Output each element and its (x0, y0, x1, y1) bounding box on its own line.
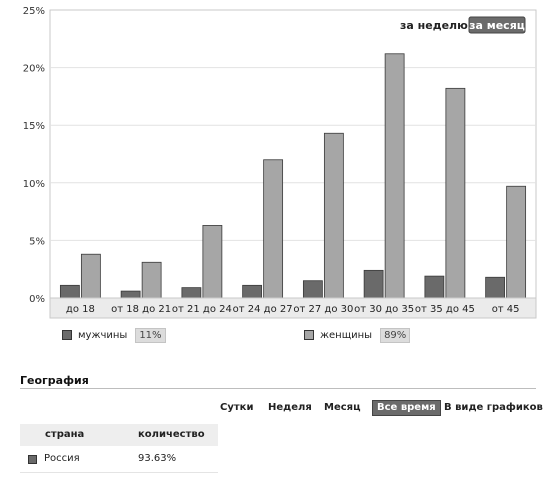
bar-men[interactable] (242, 284, 263, 299)
table-row[interactable]: Россия 93.63% (20, 446, 218, 473)
bar-women[interactable] (323, 132, 344, 299)
y-tick-label: 15% (23, 121, 45, 132)
legend-women[interactable]: женщины 89% (304, 327, 411, 343)
y-tick-label: 25% (23, 6, 45, 17)
period-all-time[interactable]: Все время (372, 400, 441, 416)
age-gender-chart: 0% 5% 10% 15% 20% 25% до 18 от 18 до 21 от 21 д… (23, 6, 537, 319)
bar-men[interactable] (181, 287, 202, 299)
toggle-week[interactable]: за неделю (400, 19, 468, 32)
x-tick-label: до 18 (66, 304, 95, 315)
toggle-month[interactable]: за месяц (469, 19, 525, 32)
x-tick-label: от 35 до 45 (415, 304, 475, 315)
x-tick-label: от 30 до 35 (354, 304, 414, 315)
country-name: Россия (44, 453, 80, 464)
geography-table: страна количество Россия 93.63% (20, 424, 218, 473)
y-tick-label: 10% (23, 179, 45, 190)
bar-men[interactable] (120, 290, 141, 299)
period-nav: Сутки Неделя Месяц Все время В виде граф… (0, 400, 555, 416)
period-month[interactable]: Месяц (324, 402, 361, 413)
legend-men-label: мужчины (78, 329, 128, 341)
x-tick-label: от 18 до 21 (111, 304, 171, 315)
x-tick-label: от 45 (492, 304, 520, 315)
bar-men[interactable] (363, 269, 384, 299)
bar-men[interactable] (302, 280, 323, 299)
geography-title: География (20, 374, 89, 387)
x-tick-label: от 24 до 27 (233, 304, 293, 315)
legend-women-label: женщины (320, 329, 373, 341)
bar-women[interactable] (506, 185, 527, 299)
x-tick-label: от 21 до 24 (172, 304, 232, 315)
geography-divider (20, 388, 536, 389)
header-count: количество (138, 429, 205, 440)
period-day[interactable]: Сутки (220, 402, 254, 413)
bar-women[interactable] (384, 53, 405, 299)
bar-men[interactable] (424, 275, 445, 299)
legend-women-swatch (304, 330, 314, 340)
country-value: 93.63% (138, 453, 177, 464)
bar-men[interactable] (485, 276, 506, 299)
y-tick-label: 20% (23, 64, 45, 75)
country-swatch (28, 455, 37, 464)
bar-men[interactable] (59, 284, 80, 299)
bar-women[interactable] (445, 87, 466, 299)
x-axis-ticks: до 18 от 18 до 21 от 21 до 24 от 24 до 27 от… (66, 304, 520, 315)
toggle-month-bg (468, 16, 526, 34)
legend-men-swatch (62, 330, 72, 340)
bars (59, 53, 527, 299)
legend-men-pct: 11% (135, 327, 166, 343)
header-country: страна (45, 429, 85, 440)
bar-women[interactable] (202, 225, 223, 299)
period-week[interactable]: Неделя (268, 402, 312, 413)
y-axis-ticks: 0% 5% 10% 15% 20% 25% (23, 6, 45, 305)
y-tick-label: 5% (29, 236, 45, 247)
bar-women[interactable] (80, 253, 101, 299)
table-header: страна количество (20, 424, 218, 446)
bar-women[interactable] (263, 159, 284, 299)
x-axis-band (49, 297, 537, 319)
x-tick-label: от 27 до 30 (293, 304, 353, 315)
y-tick-label: 0% (29, 294, 45, 305)
legend-men[interactable]: мужчины 11% (62, 327, 166, 343)
legend-women-pct: 89% (380, 327, 411, 343)
period-as-graphs[interactable]: В виде графиков (444, 402, 543, 413)
bar-women[interactable] (141, 261, 162, 299)
